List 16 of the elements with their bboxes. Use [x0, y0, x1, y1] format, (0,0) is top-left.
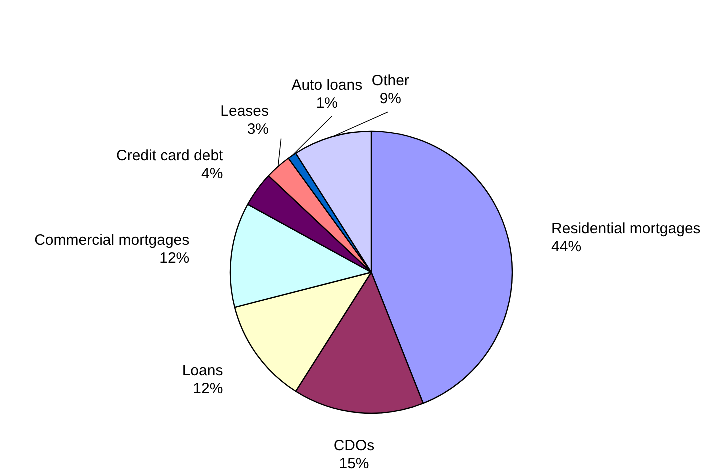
data-label: 12%	[193, 380, 224, 398]
data-label: 12%	[160, 250, 190, 268]
data-label: 44%	[552, 238, 582, 256]
slice-label: CDOs	[334, 437, 375, 454]
slice-label: Other	[372, 72, 410, 90]
slice-label: Auto loans	[292, 77, 363, 94]
data-label: 1%	[316, 95, 338, 112]
slice-label: Leases	[220, 103, 270, 120]
data-label: 3%	[247, 121, 270, 138]
slice-label: Loans	[182, 362, 224, 380]
data-label: 15%	[339, 455, 370, 471]
slice-label: Commercial mortgages	[34, 232, 190, 250]
data-label: 4%	[202, 165, 224, 182]
data-label: 9%	[380, 90, 402, 108]
slice-label: Residential mortgages	[552, 220, 701, 238]
slice-label: Credit card debt	[116, 147, 224, 164]
